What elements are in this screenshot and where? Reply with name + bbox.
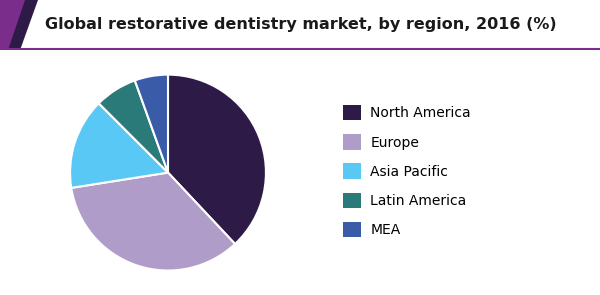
Legend: North America, Europe, Asia Pacific, Latin America, MEA: North America, Europe, Asia Pacific, Lat… — [337, 100, 476, 242]
Wedge shape — [99, 81, 168, 173]
Wedge shape — [70, 103, 168, 188]
Polygon shape — [0, 0, 25, 50]
Wedge shape — [168, 75, 266, 244]
Wedge shape — [71, 173, 235, 271]
Text: Global restorative dentistry market, by region, 2016 (%): Global restorative dentistry market, by … — [45, 17, 557, 32]
Wedge shape — [135, 75, 168, 173]
Polygon shape — [0, 0, 38, 50]
